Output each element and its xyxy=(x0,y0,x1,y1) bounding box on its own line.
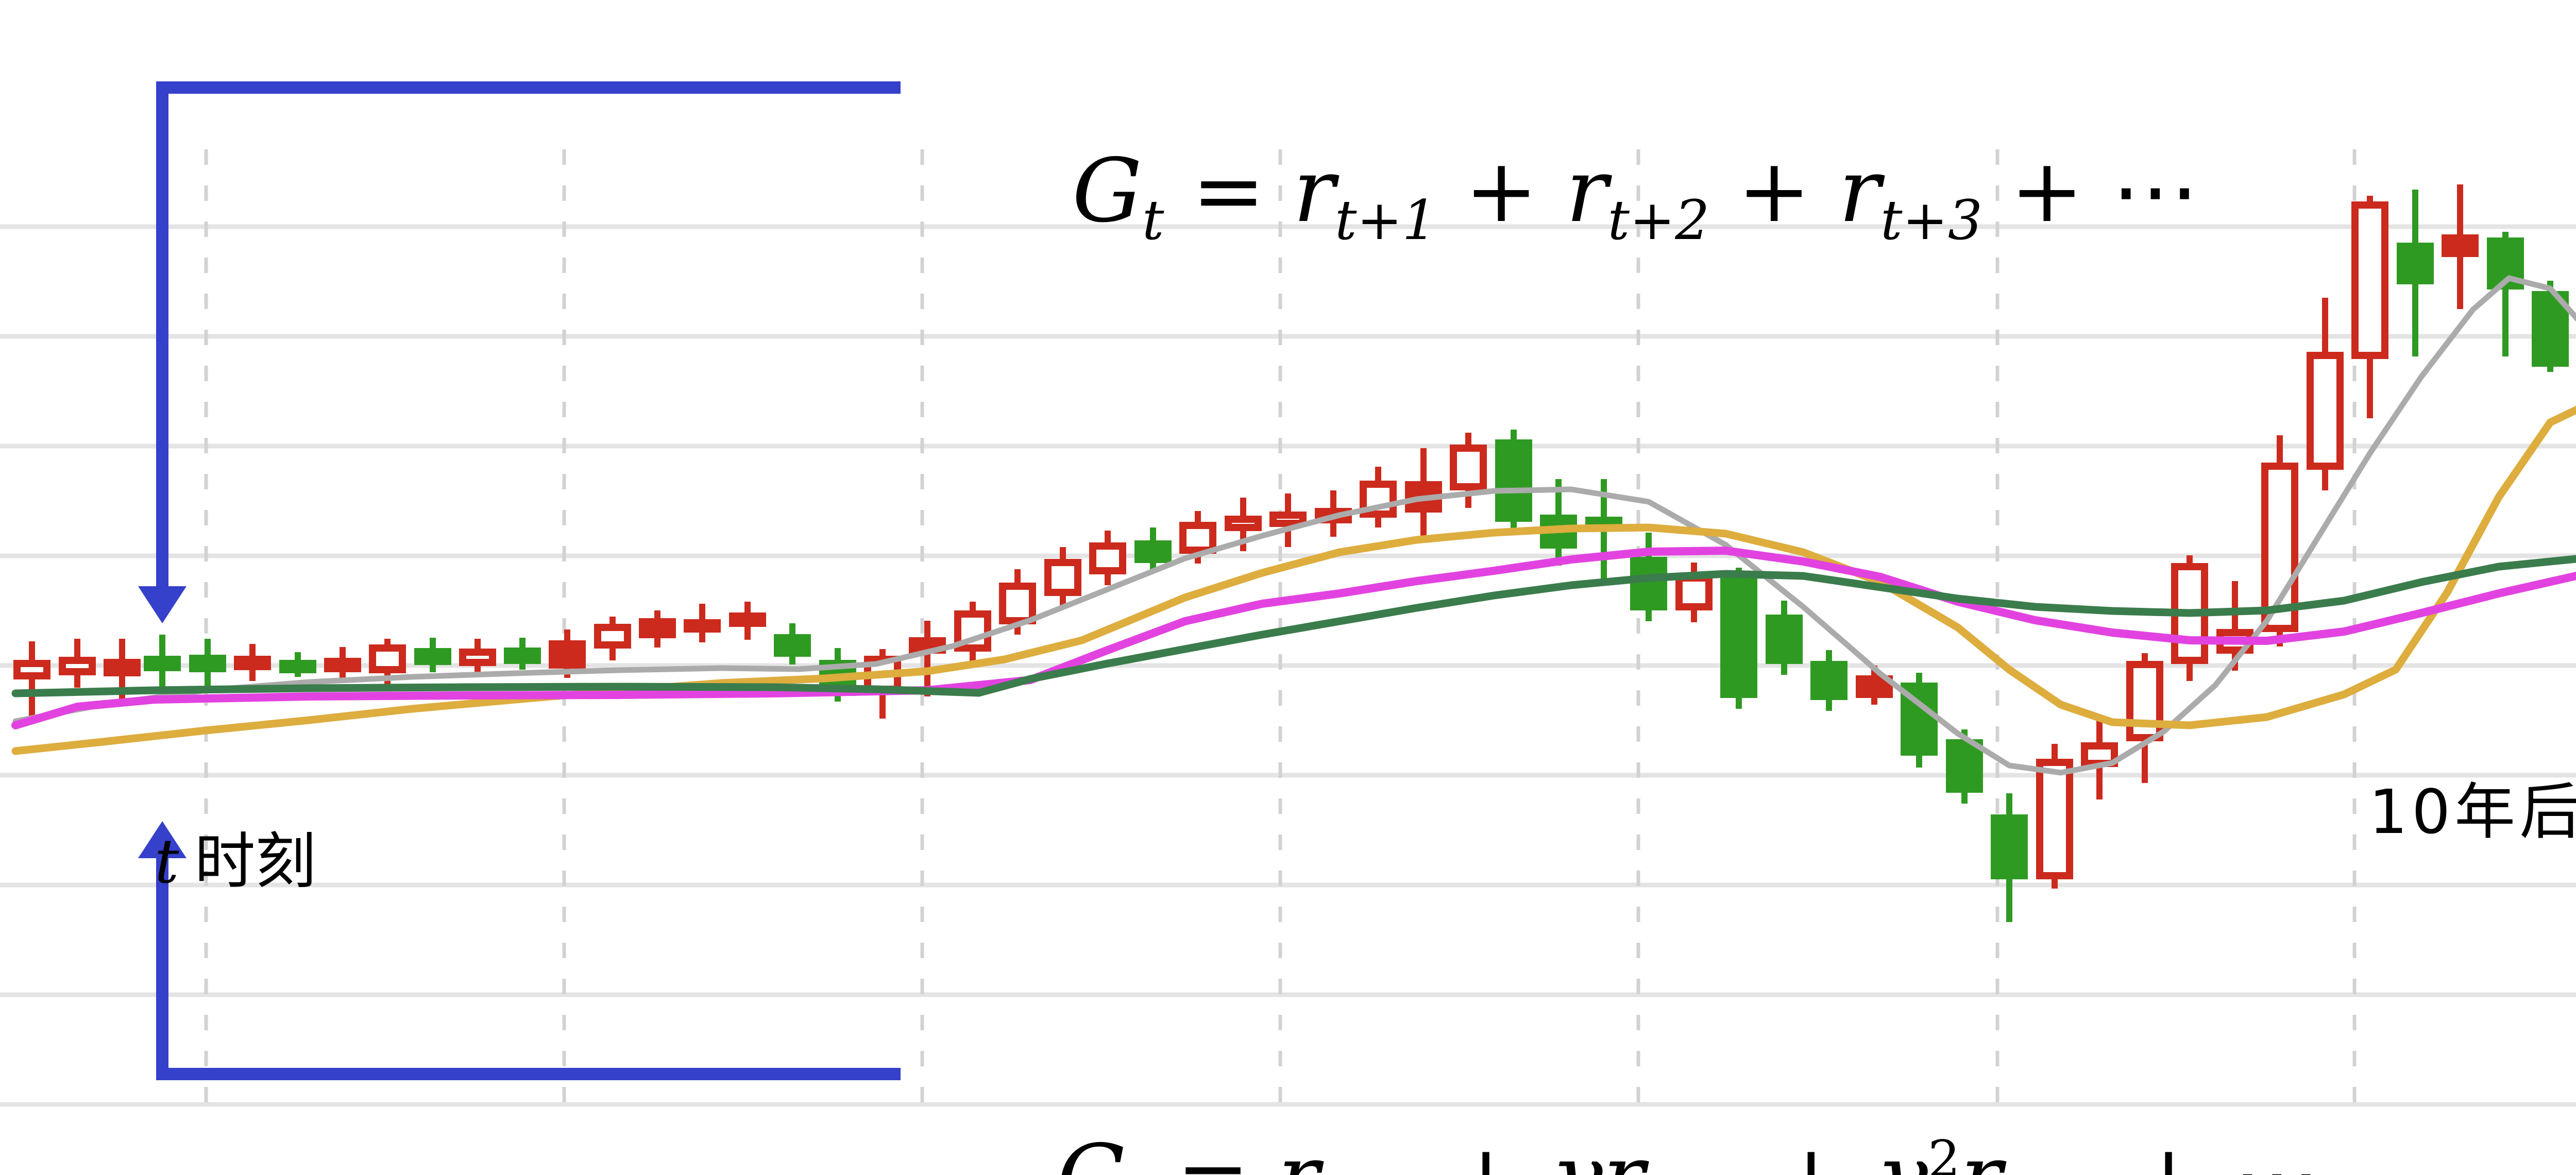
candle-body-down xyxy=(414,648,451,665)
moving-average-lines xyxy=(11,275,2576,776)
candle-body-up xyxy=(1179,522,1216,554)
candle-body-up xyxy=(999,583,1036,624)
formula-subscript: t+2 xyxy=(1607,188,1710,252)
candle-body-up xyxy=(729,612,766,627)
candle-body-down xyxy=(504,648,541,664)
ten-years-later-label: 10年后 xyxy=(2369,776,2576,847)
ma-fast-gray xyxy=(12,275,2576,776)
formula-term: r xyxy=(1960,1126,2002,1175)
candle-body-up xyxy=(1089,542,1126,574)
time-t-symbol: t xyxy=(155,826,179,897)
formula-subscript: t+1 xyxy=(1335,188,1437,252)
candle-body-down xyxy=(144,656,181,671)
top-bracket-arrow xyxy=(156,81,901,586)
candle-body-up xyxy=(1675,574,1713,610)
formula-term: r xyxy=(1293,140,1335,242)
candle-body-up xyxy=(234,656,271,670)
time-t-text: 时刻 xyxy=(194,826,316,897)
formula-term: G xyxy=(1072,140,1142,242)
formula-term: G xyxy=(1057,1126,1127,1175)
formula-gamma: γ xyxy=(1550,1126,1603,1175)
candle-body-up xyxy=(1269,512,1307,527)
candle-body-up xyxy=(13,660,50,679)
candle-body-up xyxy=(104,659,141,676)
formula-term: r xyxy=(1278,1126,1319,1175)
candle-body-up xyxy=(1044,559,1081,596)
formula-operator: + ⋯ xyxy=(1982,140,2199,242)
formula-term: r xyxy=(1566,140,1608,242)
formula-subscript: t xyxy=(1142,188,1164,252)
undiscounted-return-formula: Gt = rt+1 + rt+2 + rt+3 + ⋯ xyxy=(961,40,2199,352)
candle-body-down xyxy=(1810,661,1848,700)
formula-operator: + ⋯ xyxy=(2104,1126,2321,1175)
time-t-label: t 时刻 xyxy=(77,741,316,971)
candle-body-down xyxy=(1495,439,1532,522)
formula-operator: = xyxy=(1164,140,1293,242)
candle-body-up xyxy=(594,624,631,649)
candle-body-up xyxy=(324,658,361,672)
candle-body-down xyxy=(1901,683,1938,756)
candle-body-up xyxy=(1856,675,1893,698)
candle-body-up xyxy=(2351,201,2388,359)
candle-body-up xyxy=(369,644,406,673)
candle-body-down xyxy=(1946,739,1983,793)
top-bracket-arrow-head xyxy=(138,586,187,623)
formula-superscript: 2 xyxy=(1928,1129,1960,1175)
ma-slow-darkgreen xyxy=(11,555,2576,697)
candle-body-down xyxy=(1991,814,2028,879)
annotation-arrows xyxy=(138,81,901,1080)
candle-body-up xyxy=(2442,234,2479,257)
formula-gamma: γ xyxy=(1876,1126,1928,1175)
formula-operator: + xyxy=(1436,140,1566,242)
candle-body-up xyxy=(549,640,586,669)
formula-operator: + xyxy=(1747,1126,1876,1175)
candle-body-up xyxy=(639,618,676,638)
bottom-bracket-arrow xyxy=(156,858,901,1080)
formula-subscript: t+3 xyxy=(1880,188,1982,252)
candle-body-up xyxy=(459,649,496,666)
formula-term: r xyxy=(1603,1126,1645,1175)
candle-body-down xyxy=(1720,575,1757,698)
candle-body-down xyxy=(2532,291,2569,367)
candle-body-up xyxy=(684,619,721,633)
discounted-return-formula: Gt = rt+1 + γrt+2 + γ2rt+3 + ⋯ xyxy=(945,1026,2320,1175)
formula-term: r xyxy=(1838,140,1881,242)
candle-body-down xyxy=(2397,243,2434,284)
candle-body-down xyxy=(189,655,226,672)
candle-body-up xyxy=(1450,445,1487,490)
candle-body-up xyxy=(2307,352,2344,470)
bottom-bracket-arrow-head xyxy=(138,821,187,858)
candle-body-down xyxy=(279,660,316,673)
candle-body-down xyxy=(774,634,811,657)
candle-body-down xyxy=(1134,540,1172,563)
candle-body-up xyxy=(59,657,96,675)
ma-magenta xyxy=(11,547,2576,729)
candle-body-up xyxy=(2036,759,2073,879)
candle-body-down xyxy=(1630,557,1667,610)
formula-operator: + xyxy=(1421,1126,1551,1175)
candle-body-down xyxy=(1766,615,1803,664)
formula-operator: + xyxy=(1709,140,1839,242)
formula-operator: = xyxy=(1148,1126,1278,1175)
candle-body-up xyxy=(1225,516,1262,531)
